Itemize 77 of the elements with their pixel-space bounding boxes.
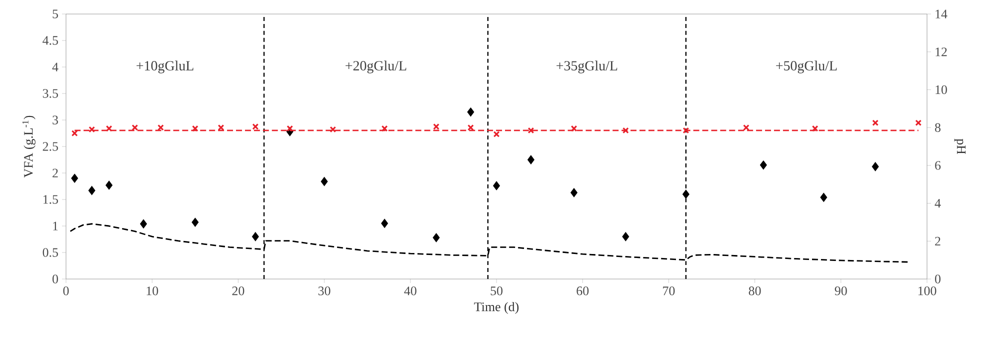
point	[682, 127, 690, 134]
point	[252, 232, 259, 241]
point	[493, 182, 500, 190]
point	[381, 219, 388, 228]
point	[682, 190, 690, 198]
point	[743, 124, 750, 131]
point	[381, 125, 388, 132]
y2-tick-label: 0	[935, 274, 940, 284]
point	[820, 193, 828, 202]
point	[915, 120, 922, 126]
point	[570, 125, 578, 132]
x-tick-label: 40	[404, 286, 416, 296]
y-tick-label: 3	[52, 116, 58, 124]
x-tick-label: 60	[576, 286, 589, 296]
x-axis-title: Time (d)	[474, 302, 519, 314]
point	[330, 126, 336, 133]
x-tick-label: 100	[918, 286, 936, 296]
point	[192, 218, 198, 226]
point	[88, 186, 96, 195]
point	[622, 232, 629, 241]
y-tick-label: 2.5	[42, 142, 58, 151]
y2-axis-title: pH	[954, 138, 966, 154]
y-tick-label: 5	[52, 10, 58, 18]
point	[760, 160, 767, 170]
annotation: +35gGlu/L	[556, 60, 618, 74]
point	[88, 126, 96, 133]
point	[106, 125, 112, 132]
point	[106, 181, 112, 190]
point	[570, 188, 578, 197]
y2-tick-label: 4	[934, 199, 941, 208]
point	[622, 127, 629, 134]
y2-tick-label: 12	[936, 48, 947, 56]
annotation: +10gGluL	[136, 60, 194, 74]
x-tick-label: 90	[834, 286, 847, 296]
point	[158, 124, 164, 131]
y-tick-label: 0	[52, 274, 58, 284]
point	[71, 174, 78, 182]
y2-tick-label: 2	[935, 236, 940, 246]
y-tick-label: 4.5	[42, 36, 58, 45]
point	[872, 120, 879, 126]
y-axis-title: VFA (g.L$^{-1}$)	[22, 116, 36, 178]
x-tick-label: 20	[232, 286, 244, 296]
point	[467, 108, 474, 116]
point	[528, 156, 534, 164]
point	[812, 125, 818, 132]
point	[320, 177, 328, 186]
y-tick-label: 1	[53, 222, 58, 230]
point	[140, 220, 147, 228]
point	[71, 130, 78, 136]
point	[192, 125, 198, 132]
point	[218, 124, 224, 131]
x-tick-label: 80	[748, 286, 761, 296]
annotation: +20gGlu/L	[346, 60, 406, 74]
y-tick-label: 0.5	[42, 248, 58, 257]
y2-tick-label: 14	[936, 10, 948, 18]
point	[528, 127, 534, 134]
point	[252, 123, 259, 130]
point	[433, 123, 440, 130]
y-tick-label: 3.5	[42, 89, 58, 98]
point	[467, 124, 474, 131]
y2-tick-label: 8	[935, 123, 940, 132]
x-tick-label: 30	[318, 286, 330, 296]
annotation: +50gGlu/L	[776, 60, 837, 74]
y-tick-label: 2	[52, 168, 58, 178]
x-tick-label: 10	[146, 286, 158, 296]
point	[493, 131, 500, 138]
point	[432, 233, 440, 242]
point	[872, 162, 879, 171]
y2-tick-label: 10	[936, 85, 947, 94]
point	[286, 125, 294, 132]
y2-tick-label: 6	[935, 161, 941, 170]
x-tick-label: 50	[490, 286, 502, 296]
y-tick-label: 4	[52, 62, 58, 72]
x-tick-label: 0	[63, 286, 69, 296]
point	[132, 124, 138, 131]
y-tick-label: 1.5	[43, 195, 58, 204]
x-tick-label: 70	[663, 286, 675, 296]
